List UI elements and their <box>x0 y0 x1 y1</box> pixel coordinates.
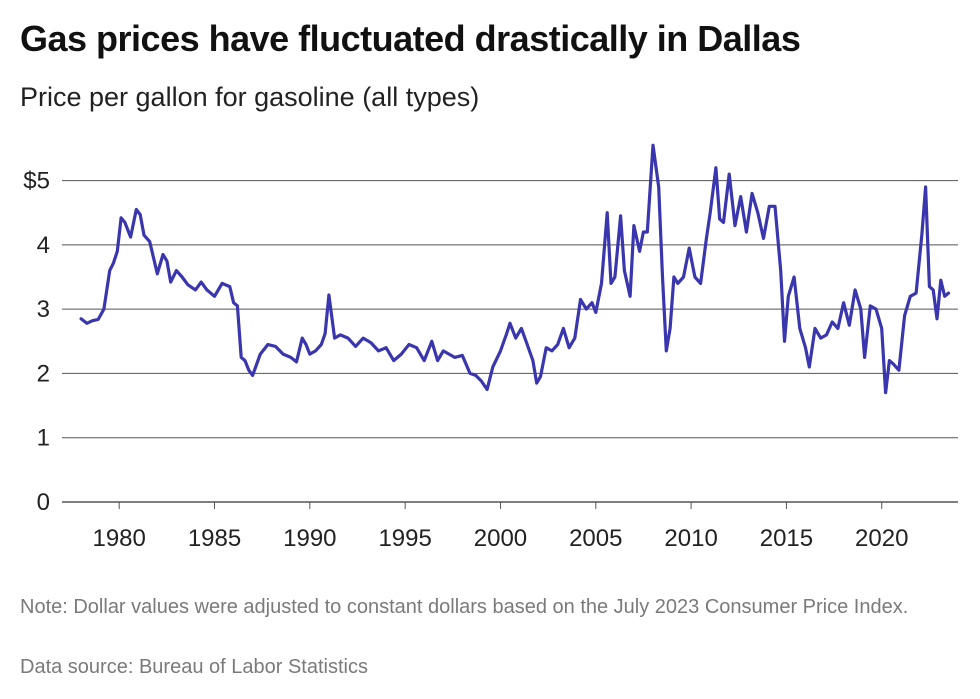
gridlines <box>62 180 958 503</box>
x-axis-ticks: 1980 1985 1990 1995 2000 2005 2010 2015 2020 <box>92 502 908 552</box>
x-tick-label: 2000 <box>474 525 527 552</box>
chart-title: Gas prices have fluctuated drastically i… <box>20 18 801 59</box>
y-tick-label: 0 <box>37 489 50 516</box>
x-tick-label: 2005 <box>569 525 622 552</box>
series-line <box>79 143 951 395</box>
chart-note: Note: Dollar values were adjusted to con… <box>20 596 909 618</box>
x-tick-label: 2010 <box>664 525 717 552</box>
line-chart: 0 1 2 3 4 $5 1980 1985 1990 1995 2000 2005 2010 2015… <box>23 143 958 552</box>
chart-subtitle: Price per gallon for gasoline (all types… <box>20 82 480 112</box>
x-tick-label: 1995 <box>378 525 431 552</box>
y-tick-label: 1 <box>37 425 50 452</box>
y-tick-label: $5 <box>23 168 50 195</box>
y-tick-label: 4 <box>37 232 50 259</box>
data-source: Data source: Bureau of Labor Statistics <box>20 656 368 678</box>
x-tick-label: 2015 <box>760 525 813 552</box>
y-tick-label: 3 <box>37 296 50 323</box>
x-tick-label: 1980 <box>92 525 145 552</box>
x-tick-label: 1985 <box>188 525 241 552</box>
y-tick-label: 2 <box>37 360 50 387</box>
x-tick-label: 1990 <box>283 525 336 552</box>
y-axis-ticks: 0 1 2 3 4 $5 <box>23 168 50 516</box>
x-tick-label: 2020 <box>855 525 908 552</box>
series-layer <box>79 143 951 395</box>
